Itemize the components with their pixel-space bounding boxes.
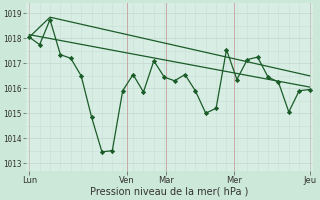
X-axis label: Pression niveau de la mer( hPa ): Pression niveau de la mer( hPa ) (90, 187, 249, 197)
